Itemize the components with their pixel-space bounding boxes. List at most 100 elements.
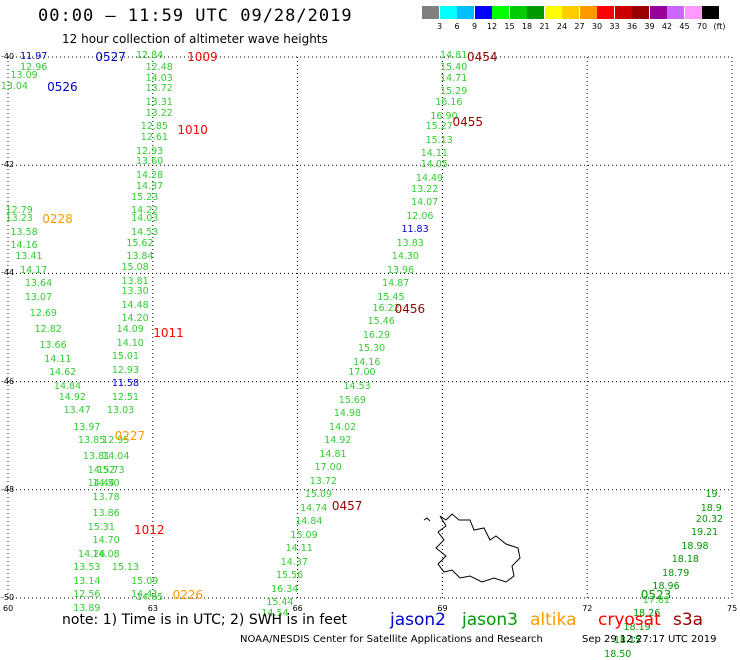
pass-time-label: 0456 [394, 301, 426, 316]
pass-time-label: 0527 [95, 50, 126, 64]
wave-height-label: 13.97 [73, 421, 101, 433]
wave-height-label: 14.50 [92, 478, 120, 490]
wave-height-label: 12.69 [29, 307, 57, 319]
wave-height-label: 14.22 [131, 205, 159, 217]
wave-height-label: 12.82 [34, 324, 62, 336]
color-scale-label: 70 [696, 22, 708, 31]
color-swatch [492, 6, 509, 19]
wave-height-label: 13.72 [309, 475, 337, 487]
color-swatch [702, 6, 719, 19]
wave-height-label: 14.71 [440, 72, 468, 84]
wave-height-label: 15.29 [440, 86, 468, 98]
legend-cryosat: cryosat [598, 610, 661, 630]
pass-time-label: 0226 [172, 588, 204, 603]
page-subtitle: 12 hour collection of altimeter wave hei… [62, 32, 328, 46]
wave-height-label: 13.41 [15, 251, 43, 263]
wave-height-label: 12.79 [5, 205, 33, 217]
wave-height-label: 19. [705, 489, 721, 501]
wave-height-label: 15.01 [111, 351, 140, 363]
wave-height-label: 18.9 [700, 502, 722, 514]
legend-jason2: jason2 [390, 610, 446, 630]
wave-height-label: 14.10 [116, 337, 144, 349]
y-tick-label: -48 [1, 484, 15, 494]
wave-height-label: 13.81 [82, 451, 111, 463]
wave-height-label: 11.83 [401, 224, 429, 236]
wave-height-label: 13.64 [24, 278, 53, 290]
wave-height-label: 14.30 [391, 251, 419, 263]
wave-height-label: 13.03 [107, 405, 135, 417]
wave-height-label: 15.45 [377, 291, 405, 303]
color-swatch [579, 6, 597, 19]
wave-height-label: 13.07 [24, 291, 53, 303]
pass-time-label: 0227 [114, 428, 146, 443]
color-swatch [597, 6, 614, 19]
wave-height-label: 13.85 [78, 435, 106, 447]
x-tick-label: 60 [3, 604, 14, 613]
wave-height-label: 13.23 [5, 213, 33, 225]
wave-height-label: 14.48 [121, 299, 149, 311]
color-scale-label: 33 [609, 22, 620, 31]
color-scale-label: (ft) [713, 22, 726, 31]
wave-height-label: 12.48 [145, 61, 173, 73]
wave-height-label: 14.08 [92, 548, 120, 560]
wave-height-label: 16.22 [372, 302, 400, 314]
units-note: note: 1) Time is in UTC; 2) SWH is in fe… [62, 612, 348, 628]
wave-height-label: 18.19 [623, 621, 651, 633]
wave-height-label: 14.84 [295, 516, 323, 528]
wave-height-label: 14.53 [343, 381, 371, 392]
wave-height-label: 14.74 [300, 502, 328, 514]
wave-height-label: 11.58 [111, 378, 140, 390]
wave-height-label: 12.61 [140, 132, 168, 144]
wave-height-label: 14.87 [382, 278, 410, 290]
wave-height-label: 12.93 [111, 364, 140, 376]
x-tick-label: 72 [582, 604, 593, 613]
color-swatch [562, 6, 579, 19]
wave-height-label: 12.96 [20, 61, 48, 73]
wave-height-label: 14.17 [20, 264, 48, 276]
wave-height-label: 13.30 [121, 286, 149, 298]
wave-height-label: 18.15 [613, 635, 642, 647]
wave-height-label: 14.03 [131, 213, 159, 225]
color-scale-label: 18 [521, 22, 533, 31]
wave-height-label: 18.96 [652, 581, 680, 593]
legend-altika: altika [530, 610, 577, 630]
color-swatch [439, 6, 457, 19]
wave-height-label: 13.22 [145, 107, 173, 119]
wave-height-label: 13.66 [39, 340, 67, 352]
color-scale-label: 24 [556, 22, 568, 31]
islet-coastline [423, 517, 431, 522]
pass-time-label: 0526 [47, 79, 78, 94]
wave-height-label: 13.31 [145, 96, 173, 108]
wave-height-label: 18.26 [633, 608, 661, 620]
wave-height-label: 14.04 [102, 451, 130, 463]
color-swatch [667, 6, 684, 19]
color-scale-label: 36 [626, 22, 638, 31]
wave-height-label: 11.97 [20, 51, 48, 62]
color-swatch [632, 6, 649, 19]
color-swatch [422, 6, 439, 19]
wave-height-label: 17.81 [642, 594, 670, 606]
wave-height-label: 16.29 [362, 329, 391, 341]
wave-height-label: 15.13 [111, 562, 140, 574]
color-swatch [509, 6, 527, 19]
wave-height-label: 14.44 [87, 478, 115, 490]
legend-s3a: s3a [673, 610, 704, 630]
wave-height-label: 15.23 [131, 191, 159, 203]
wave-height-label: 12.84 [135, 49, 164, 61]
wave-height-label: 14.05 [420, 159, 448, 171]
wave-height-label: 14.84 [53, 381, 82, 392]
y-tick-label: -46 [1, 376, 15, 386]
wave-height-label: 13.96 [386, 264, 415, 276]
color-swatch [527, 6, 544, 19]
wave-height-label: 14.02 [329, 421, 357, 433]
wave-height-label: 15.30 [358, 343, 386, 355]
wave-height-label: 12.93 [135, 145, 164, 157]
wave-height-label: 13.58 [10, 226, 38, 238]
wave-height-label: 13.83 [396, 237, 424, 249]
wave-height-label: 15.62 [126, 237, 154, 249]
wave-height-label: 19.21 [691, 527, 719, 539]
wave-height-label: 15.27 [425, 121, 453, 133]
wave-height-label: 14.41 [131, 589, 159, 601]
wave-height-label: 12.95 [102, 435, 130, 447]
pass-time-label: 0228 [42, 212, 73, 227]
